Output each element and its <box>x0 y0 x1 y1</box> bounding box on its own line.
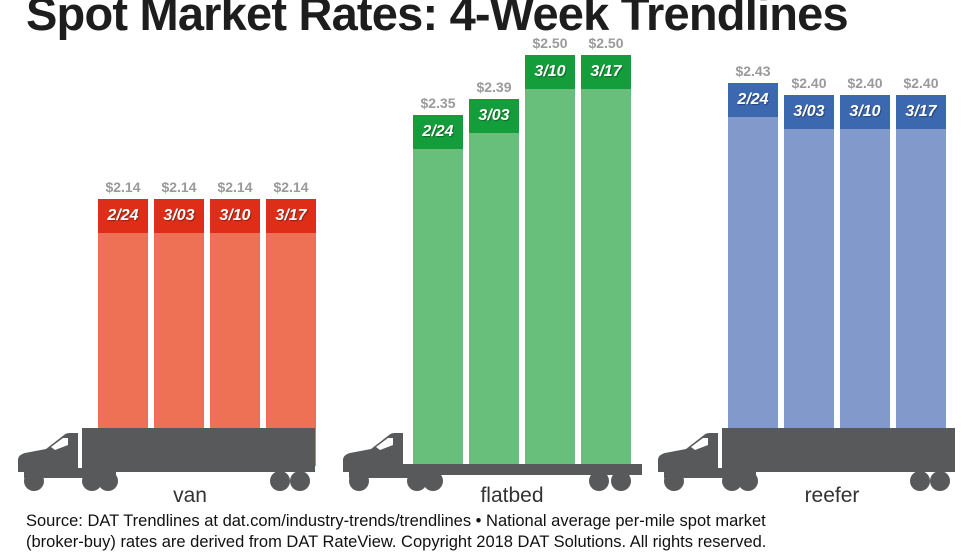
bar-date-label: 3/10 <box>525 55 575 89</box>
truck-wheel <box>738 471 758 491</box>
bar-date-label: 3/03 <box>784 95 834 129</box>
bar-value-label: $2.39 <box>476 79 512 95</box>
bar-van-3-03: 3/03 <box>154 199 204 466</box>
cab-window <box>51 438 68 450</box>
bar-date-label: 2/24 <box>413 115 463 149</box>
bar-value-label: $2.50 <box>588 35 624 51</box>
bar-date-label: 3/17 <box>266 199 316 233</box>
bar-date-label: 3/17 <box>581 55 631 89</box>
bar-value-label: $2.35 <box>420 95 456 111</box>
bar-value-label: $2.14 <box>105 179 141 195</box>
category-label-reefer: reefer <box>804 484 860 507</box>
bar-value-label: $2.43 <box>735 63 771 79</box>
truck-cab <box>18 433 78 472</box>
trailer-box <box>82 428 315 472</box>
truck-wheel <box>270 471 290 491</box>
bar-value-label: $2.14 <box>217 179 253 195</box>
bar-reefer-3-17: 3/17 <box>896 95 946 466</box>
bar-van-3-10: 3/10 <box>210 199 260 466</box>
truck-wheel <box>722 471 742 491</box>
bar-value-label: $2.40 <box>847 75 883 91</box>
bar-flatbed-3-17: 3/17 <box>581 55 631 466</box>
bar-reefer-3-10: 3/10 <box>840 95 890 466</box>
truck-wheel <box>290 471 310 491</box>
bar-value-label: $2.14 <box>161 179 197 195</box>
bar-flatbed-3-10: 3/10 <box>525 55 575 466</box>
bar-reefer-2-24: 2/24 <box>728 83 778 466</box>
truck-wheel <box>407 471 427 491</box>
truck-chassis <box>664 468 756 478</box>
bar-van-3-17: 3/17 <box>266 199 316 466</box>
truck-wheel <box>98 471 118 491</box>
box-truck-silhouette <box>658 428 955 491</box>
bar-flatbed-3-03: 3/03 <box>469 99 519 466</box>
cab-window <box>376 438 393 450</box>
flatbed-bed <box>399 464 642 475</box>
bar-date-label: 3/10 <box>840 95 890 129</box>
bar-date-label: 3/03 <box>154 199 204 233</box>
truck-wheel <box>423 471 443 491</box>
bar-value-label: $2.40 <box>791 75 827 91</box>
category-label-flatbed: flatbed <box>480 484 544 507</box>
bar-flatbed-2-24: 2/24 <box>413 115 463 466</box>
truck-chassis <box>349 468 441 478</box>
truck-cab <box>343 433 403 472</box>
truck-wheel <box>611 471 631 491</box>
flatbed-truck-silhouette <box>343 433 642 491</box>
bar-van-2-24: 2/24 <box>98 199 148 466</box>
box-truck-silhouette <box>18 428 315 491</box>
chart-title: Spot Market Rates: 4-Week Trendlines <box>26 0 849 40</box>
bar-date-label: 3/10 <box>210 199 260 233</box>
bar-reefer-3-03: 3/03 <box>784 95 834 466</box>
flatbed-truck-icon <box>337 424 645 494</box>
truck-wheel <box>24 471 44 491</box>
truck-wheel <box>82 471 102 491</box>
truck-wheel <box>910 471 930 491</box>
bar-date-label: 2/24 <box>98 199 148 233</box>
bar-date-label: 2/24 <box>728 83 778 117</box>
van-truck-icon <box>12 424 320 494</box>
trailer-box <box>722 428 955 472</box>
truck-wheel <box>664 471 684 491</box>
bar-value-label: $2.40 <box>903 75 939 91</box>
cab-window <box>691 438 708 450</box>
truck-wheel <box>349 471 369 491</box>
bar-value-label: $2.14 <box>273 179 309 195</box>
truck-chassis <box>24 468 116 478</box>
source-note: Source: DAT Trendlines at dat.com/indust… <box>26 511 956 552</box>
category-label-van: van <box>173 484 207 507</box>
source-line-1: Source: DAT Trendlines at dat.com/indust… <box>26 512 766 530</box>
bar-value-label: $2.50 <box>532 35 568 51</box>
bar-date-label: 3/17 <box>896 95 946 129</box>
bar-date-label: 3/03 <box>469 99 519 133</box>
truck-cab <box>658 433 718 472</box>
truck-wheel <box>930 471 950 491</box>
source-line-2: (broker-buy) rates are derived from DAT … <box>26 532 767 551</box>
reefer-truck-icon <box>652 424 960 494</box>
truck-wheel <box>589 471 609 491</box>
